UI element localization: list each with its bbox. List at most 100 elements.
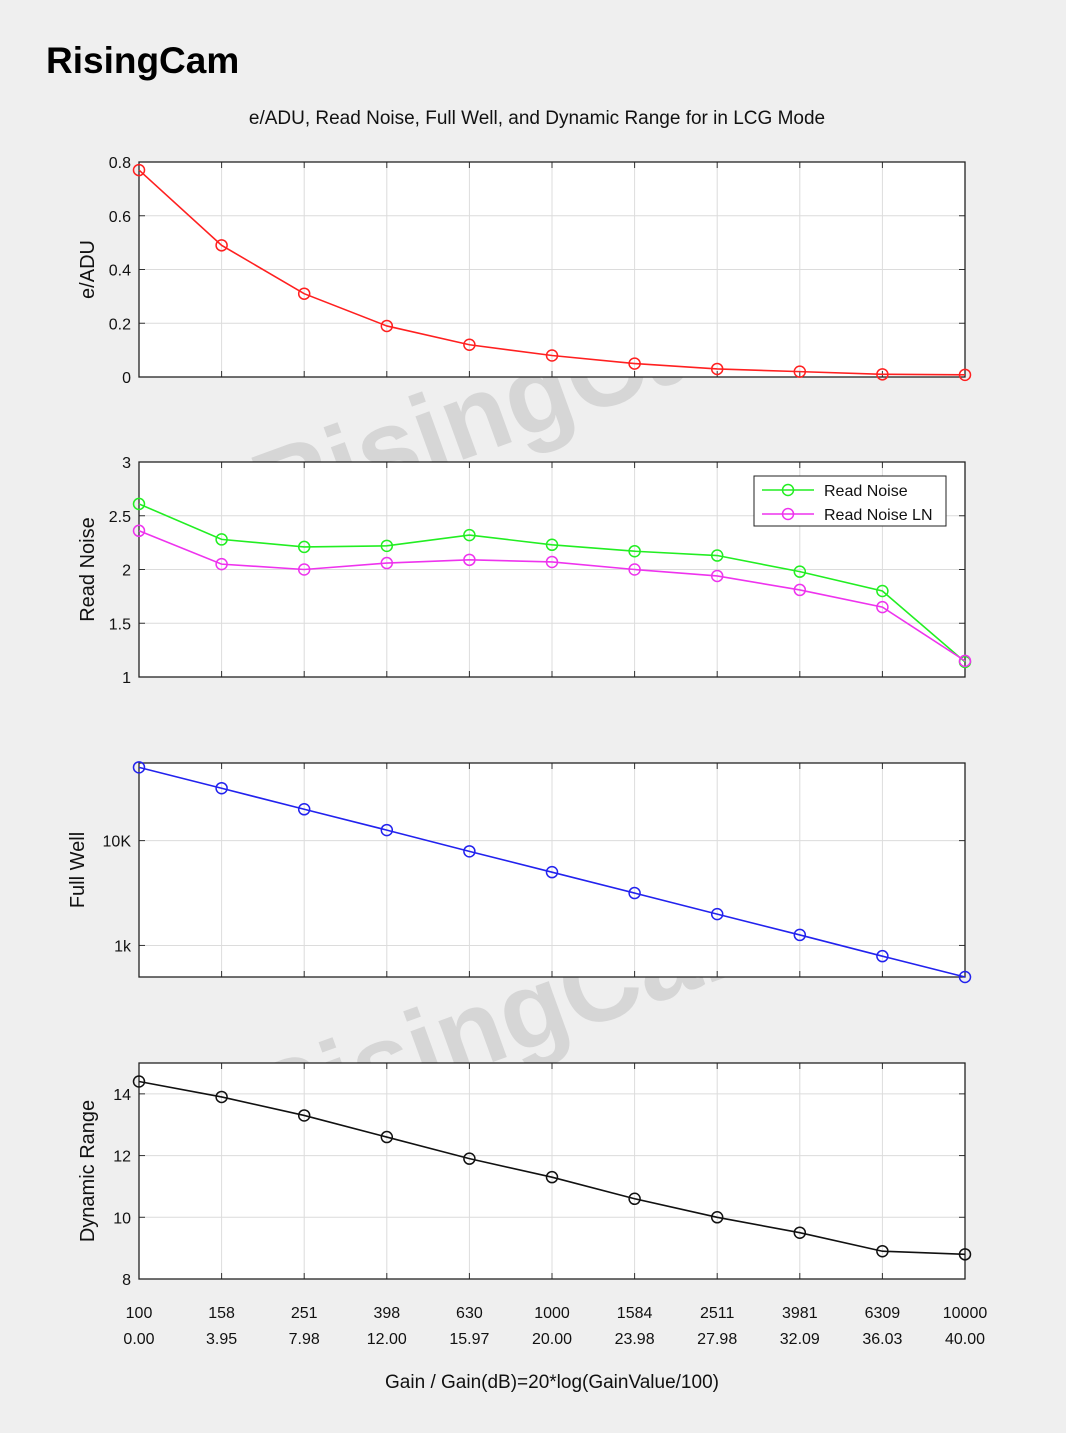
y-tick-label: 0.4 bbox=[109, 263, 131, 280]
data-point bbox=[628, 563, 641, 576]
x-tick-label-db: 40.00 bbox=[945, 1331, 985, 1348]
panel-3: 1k 10K Full Well bbox=[67, 761, 972, 984]
x-tick-label: 100 bbox=[126, 1305, 153, 1322]
data-point bbox=[380, 556, 394, 570]
y-tick-label: 1k bbox=[114, 938, 132, 955]
data-point bbox=[876, 368, 889, 381]
axes-frame bbox=[138, 161, 966, 378]
data-point bbox=[380, 539, 394, 553]
legend-marker bbox=[781, 507, 795, 521]
y-tick-label: 14 bbox=[113, 1087, 131, 1104]
x-tick-label-db: 12.00 bbox=[367, 1331, 407, 1348]
data-point bbox=[710, 549, 724, 562]
x-tick-label-db: 27.98 bbox=[697, 1331, 737, 1348]
data-point bbox=[132, 761, 146, 774]
data-point bbox=[463, 1152, 476, 1165]
data-point bbox=[463, 845, 476, 858]
x-tick-label: 251 bbox=[291, 1305, 318, 1322]
data-point bbox=[545, 555, 559, 569]
x-tick-label: 158 bbox=[208, 1305, 235, 1322]
y-tick-label: 0 bbox=[122, 370, 131, 387]
chart-title: e/ADU, Read Noise, Full Well, and Dynami… bbox=[249, 108, 825, 129]
x-tick-label-db: 36.03 bbox=[862, 1331, 902, 1348]
x-tick-label: 1584 bbox=[617, 1305, 653, 1322]
x-tick-label-db: 23.98 bbox=[615, 1331, 655, 1348]
series-line bbox=[138, 503, 966, 663]
data-point bbox=[545, 1170, 559, 1184]
data-point bbox=[380, 823, 394, 837]
data-point bbox=[297, 563, 311, 576]
y-tick-label: 10K bbox=[103, 834, 132, 851]
data-point bbox=[876, 1244, 889, 1258]
data-point bbox=[215, 1090, 228, 1104]
data-point bbox=[710, 569, 724, 583]
series-line bbox=[138, 766, 966, 978]
x-tick-label-db: 7.98 bbox=[289, 1331, 320, 1348]
data-point bbox=[628, 544, 641, 558]
y-tick-label: 10 bbox=[113, 1210, 131, 1227]
data-point bbox=[132, 524, 146, 538]
data-point bbox=[545, 538, 559, 552]
x-tick-label-db: 0.00 bbox=[123, 1331, 154, 1348]
series-line bbox=[138, 1080, 966, 1256]
data-point bbox=[958, 970, 972, 984]
y-axis-label: e/ADU bbox=[77, 240, 99, 299]
x-tick-label: 1000 bbox=[534, 1305, 570, 1322]
x-tick-label: 2511 bbox=[700, 1305, 735, 1322]
y-axis-label: Dynamic Range bbox=[77, 1100, 99, 1242]
data-point bbox=[215, 557, 228, 571]
data-point bbox=[628, 357, 641, 370]
data-point bbox=[876, 600, 889, 614]
x-tick-label: 3981 bbox=[782, 1305, 818, 1322]
legend-label: Read Noise bbox=[824, 483, 908, 500]
data-point bbox=[297, 540, 311, 554]
axes-frame bbox=[138, 1062, 966, 1280]
series-line bbox=[138, 169, 966, 376]
data-point bbox=[297, 1109, 311, 1122]
legend-marker bbox=[781, 483, 795, 497]
y-tick-label: 1 bbox=[122, 670, 131, 687]
data-point bbox=[215, 533, 228, 546]
brand-logo-text: RisingCam bbox=[46, 40, 240, 81]
data-point bbox=[215, 781, 228, 795]
data-point bbox=[958, 368, 972, 382]
legend-label: Read Noise LN bbox=[824, 507, 933, 524]
data-point bbox=[876, 584, 889, 598]
x-tick-label-db: 32.09 bbox=[780, 1331, 820, 1348]
data-point bbox=[132, 163, 146, 177]
legend: Read Noise Read Noise LN bbox=[753, 475, 947, 527]
axes-frame bbox=[138, 461, 966, 678]
x-tick-label-db: 15.97 bbox=[449, 1331, 489, 1348]
panel-4: 8 10 12 14 Dynamic Range bbox=[77, 1062, 972, 1289]
x-tick-label-db: 3.95 bbox=[206, 1331, 237, 1348]
data-point bbox=[132, 1075, 146, 1088]
y-tick-label: 2.5 bbox=[109, 509, 131, 526]
data-point bbox=[215, 239, 228, 252]
y-tick-label: 0.6 bbox=[109, 209, 131, 226]
data-point bbox=[380, 319, 394, 333]
x-tick-label: 398 bbox=[373, 1305, 400, 1322]
x-tick-label: 10000 bbox=[943, 1305, 988, 1322]
data-point bbox=[463, 528, 476, 542]
data-point bbox=[463, 553, 476, 567]
data-point bbox=[628, 1192, 641, 1206]
panel-1: 0 0.2 0.4 0.6 0.8 e/ADU bbox=[77, 155, 972, 387]
data-point bbox=[958, 1248, 972, 1261]
y-tick-label: 0.2 bbox=[109, 316, 131, 333]
x-tick-label: 6309 bbox=[865, 1305, 901, 1322]
data-point bbox=[545, 349, 559, 362]
data-point bbox=[628, 886, 641, 900]
data-point bbox=[710, 362, 724, 376]
axes-frame bbox=[138, 762, 966, 978]
data-point bbox=[710, 907, 724, 921]
y-axis-label: Read Noise bbox=[77, 517, 99, 622]
y-tick-label: 12 bbox=[113, 1149, 131, 1166]
y-tick-label: 1.5 bbox=[109, 616, 131, 633]
data-point bbox=[793, 565, 807, 578]
x-tick-label: 630 bbox=[456, 1305, 483, 1322]
y-tick-label: 2 bbox=[122, 563, 131, 580]
y-tick-label: 8 bbox=[122, 1272, 131, 1289]
data-point bbox=[132, 497, 146, 511]
